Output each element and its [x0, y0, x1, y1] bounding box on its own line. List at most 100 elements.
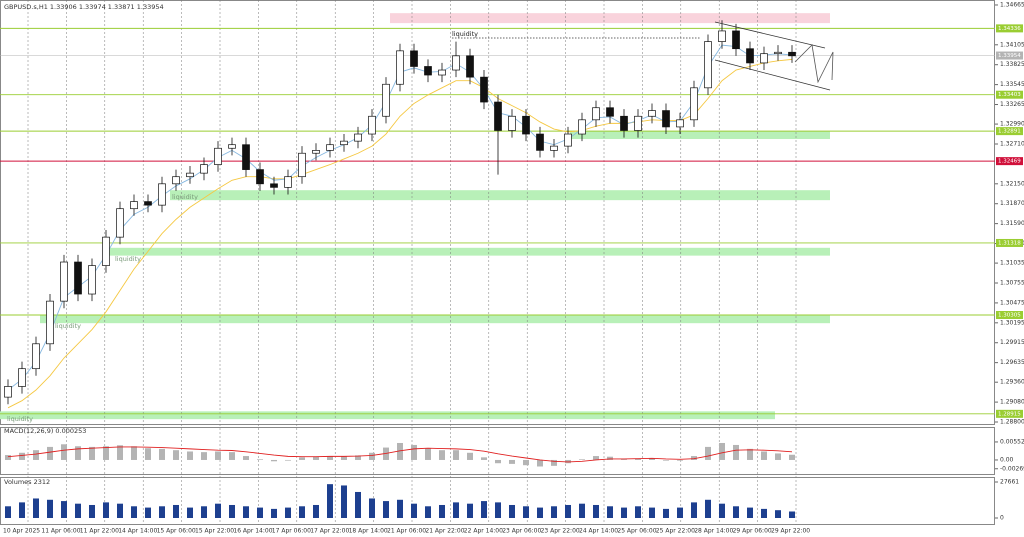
channel-line — [714, 21, 826, 49]
macd-bar — [75, 446, 81, 460]
macd-bar — [705, 446, 711, 460]
volume-bar — [173, 504, 179, 518]
candle-body — [690, 87, 698, 121]
candle-body — [648, 110, 656, 117]
macd-bar — [789, 454, 795, 460]
y-tick-label: 1.30195 — [1000, 319, 1024, 326]
liquidity-zone — [0, 411, 775, 420]
y-tick-label: 1.30475 — [1000, 299, 1024, 306]
x-tick-label: 22 Apr 14:00 — [464, 528, 503, 535]
macd-bar — [495, 459, 501, 464]
macd-bar — [47, 446, 53, 460]
x-tick-label: 23 Apr 06:00 — [502, 528, 541, 535]
volume-bar — [327, 484, 333, 518]
volume-bar — [747, 507, 753, 518]
volume-bar — [663, 508, 669, 518]
macd-signal-line — [7, 446, 793, 463]
macd-bar — [523, 459, 529, 466]
volume-bar — [369, 498, 375, 518]
y-tick-label: 27661 — [1000, 478, 1019, 485]
macd-bar — [187, 451, 193, 460]
macd-bar — [271, 459, 277, 462]
macd-bar — [341, 456, 347, 460]
candle-body — [634, 115, 642, 131]
volume-bar — [649, 507, 655, 518]
macd-bar — [481, 457, 487, 460]
candle-body — [88, 265, 96, 295]
volume-bar — [341, 485, 347, 518]
candle-body — [564, 133, 572, 147]
macd-bar — [551, 459, 557, 466]
y-tick-label: 1.32150 — [1000, 180, 1024, 187]
volume-bar — [467, 503, 473, 518]
macd-bar — [775, 453, 781, 460]
volume-bar — [61, 501, 67, 518]
chart-title: GBPUSD.s,H1 1.33906 1.33974 1.33871 1.33… — [4, 3, 164, 11]
candle-body — [592, 107, 600, 121]
y-tick-label: 1.33545 — [1000, 81, 1024, 88]
x-tick-label: 21 Apr 06:00 — [387, 528, 426, 535]
y-tick-label: 1.29915 — [1000, 339, 1024, 346]
candle-body — [186, 172, 194, 178]
candle-body — [494, 101, 502, 131]
macd-bar — [453, 450, 459, 460]
macd-bar — [761, 451, 767, 460]
annotation: liquidity — [172, 193, 198, 201]
y-tick-label: -0.002694 — [1000, 465, 1024, 472]
macd-panel — [0, 427, 995, 475]
ma-slow-line — [7, 58, 793, 409]
candle-body — [774, 51, 782, 55]
macd-bar — [747, 448, 753, 460]
candle-body — [536, 133, 544, 151]
x-tick-label: 24 Apr 14:00 — [579, 528, 618, 535]
price-label-box — [996, 127, 1023, 136]
candle-body — [620, 115, 628, 131]
candle-body — [144, 201, 152, 206]
volume-bar — [75, 503, 81, 518]
candle-body — [18, 368, 26, 387]
volume-bar — [523, 506, 529, 518]
price-label-box — [996, 310, 1023, 319]
volume-bar — [145, 507, 151, 518]
volume-bar — [257, 507, 263, 518]
y-tick-label: 1.29080 — [1000, 399, 1024, 406]
candle-body — [74, 261, 82, 295]
macd-bar — [537, 459, 543, 467]
volume-bar — [579, 503, 585, 518]
volume-bar — [635, 506, 641, 518]
y-tick-label: 1.34665 — [1000, 1, 1024, 8]
candle-body — [480, 76, 488, 103]
candle-body — [788, 51, 796, 57]
volume-bar — [481, 501, 487, 518]
macd-bar — [719, 442, 725, 460]
macd-bar — [159, 448, 165, 460]
macd-bar — [355, 455, 361, 460]
y-tick-label: 1.29360 — [1000, 379, 1024, 386]
x-tick-label: 15 Apr 22:00 — [195, 528, 234, 535]
macd-bar — [229, 452, 235, 460]
y-tick-label: 1.31870 — [1000, 200, 1024, 207]
macd-bar — [243, 456, 249, 460]
macd-bar — [621, 459, 627, 460]
x-tick-label: 18 Apr 14:00 — [349, 528, 388, 535]
volume-bar — [453, 502, 459, 518]
price-label-box — [996, 90, 1023, 99]
liquidity-zone — [40, 315, 830, 324]
volume-bar — [565, 504, 571, 518]
liquidity-zone — [390, 13, 830, 24]
x-tick-label: 15 Apr 06:00 — [157, 528, 196, 535]
volume-label: Volumes 2312 — [4, 478, 50, 486]
volume-bar — [117, 503, 123, 518]
candle-body — [200, 164, 208, 174]
candle-body — [242, 144, 250, 170]
candle-body — [340, 140, 348, 146]
candle-body — [508, 115, 516, 131]
annotation: liquidity — [115, 255, 141, 263]
macd-bar — [411, 444, 417, 460]
macd-bar — [677, 459, 683, 461]
candle-body — [704, 41, 712, 89]
macd-bar — [103, 446, 109, 460]
macd-bar — [607, 456, 613, 460]
macd-bar — [663, 459, 669, 461]
